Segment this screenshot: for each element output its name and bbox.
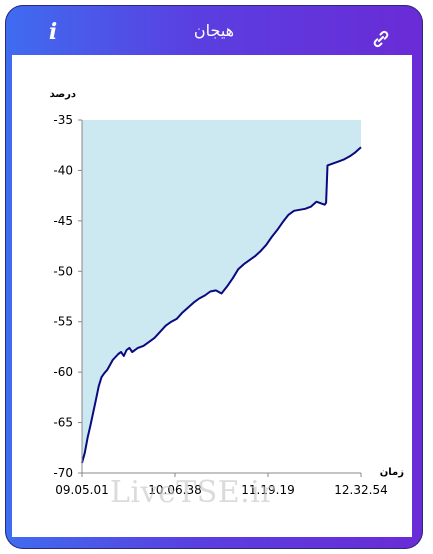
y-tick-label: -55 [53,315,73,329]
page-title: هیجان [193,21,235,40]
y-tick-label: -60 [53,365,73,379]
x-tick-label: 10.06.38 [148,483,201,497]
chart-panel: درصد زمان -35 -40 -45 -50 -55 -60 -65 -70 09.05.… [12,55,412,537]
y-tick-label: -50 [53,264,73,278]
chart-svg: درصد زمان -35 -40 -45 -50 -55 -60 -65 -70 09.05.… [50,89,405,497]
y-tick-label: -65 [53,416,73,430]
x-axis-label: زمان [380,467,404,478]
x-tick-label: 09.05.01 [55,483,108,497]
x-tick-label: 12.32.54 [334,483,387,497]
watermark-text: LiveTSE.ir [110,475,276,510]
y-tick-label: -40 [53,163,73,177]
app-frame: i هیجان درصد زمان -35 -40 -45 -50 -55 -60 -65 -… [5,5,423,549]
y-tick-label: -35 [53,113,73,127]
y-axis-label: درصد [50,89,76,100]
link-icon[interactable] [371,29,391,49]
y-tick-label: -70 [53,466,73,480]
series-line [81,146,362,464]
y-tick-label: -45 [53,214,73,228]
series-area [82,120,361,463]
header-bar: i هیجان [5,5,423,57]
info-icon[interactable]: i [48,19,58,45]
x-tick-label: 11.19.19 [241,483,294,497]
